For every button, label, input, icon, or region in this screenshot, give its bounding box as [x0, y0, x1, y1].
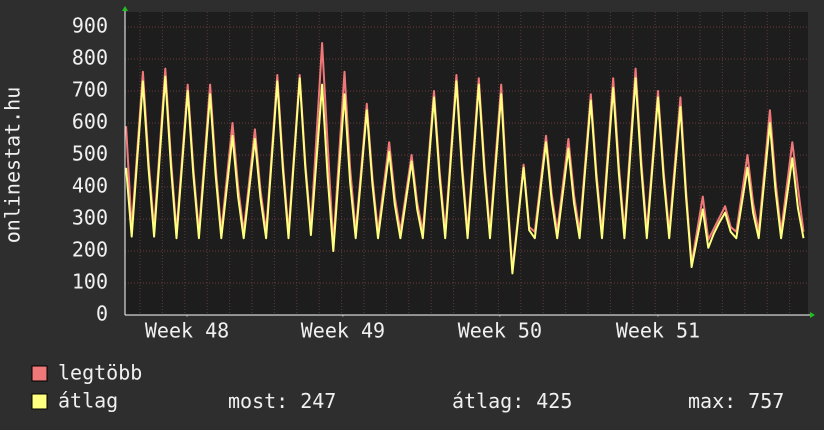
y-axis-label: onlinestat.hu: [1, 87, 25, 244]
legend-label: átlag: [58, 389, 118, 413]
axis-arrow: [122, 6, 128, 11]
y-tick-label: 900: [72, 14, 108, 38]
legend-label: legtöbb: [58, 361, 142, 385]
y-tick-label: 800: [72, 46, 108, 70]
plot-area: [125, 12, 808, 315]
x-tick-label: Week 48: [145, 319, 229, 343]
stat-value: 757: [748, 389, 784, 413]
stat-label: max:: [688, 389, 736, 413]
x-tick-label: Week 50: [458, 319, 542, 343]
x-tick-label: Week 51: [616, 319, 700, 343]
stat: max: 757: [688, 389, 784, 413]
y-tick-label: 500: [72, 142, 108, 166]
y-tick-label: 600: [72, 110, 108, 134]
legend-swatch: [31, 393, 48, 410]
axis-arrow: [810, 312, 815, 318]
stat-value: 247: [300, 389, 336, 413]
y-tick-label: 100: [72, 270, 108, 294]
stat-label: most:: [228, 389, 288, 413]
stat-value: 425: [536, 389, 572, 413]
y-tick-label: 300: [72, 206, 108, 230]
legend-swatch: [31, 365, 48, 382]
stat: most: 247: [228, 389, 336, 413]
stat-label: átlag:: [452, 389, 524, 413]
y-tick-label: 400: [72, 174, 108, 198]
x-tick-label: Week 49: [301, 319, 385, 343]
y-tick-label: 700: [72, 78, 108, 102]
stat: átlag: 425: [452, 389, 572, 413]
series-line: [125, 75, 805, 275]
y-tick-label: 200: [72, 238, 108, 262]
y-tick-label: 0: [96, 302, 108, 326]
